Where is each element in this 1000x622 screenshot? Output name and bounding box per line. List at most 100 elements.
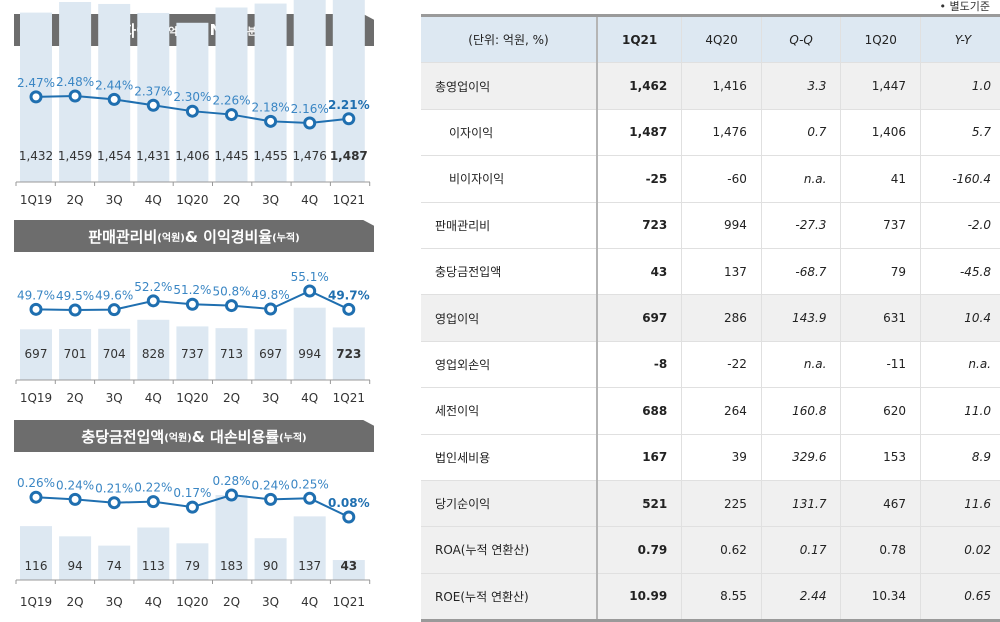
bar (20, 526, 52, 580)
bar-line-chart: 697 701 704 828 737 713 697 994 723 49.7% 1Q19 49.5… (15, 270, 371, 405)
table-cell: 994 (681, 202, 762, 249)
x-tick-label: 4Q (145, 595, 162, 609)
line-label: 2.47% (17, 76, 55, 90)
line-point (107, 92, 121, 106)
table-row: ROA(누적 연환산) 0.79 0.62 0.17 0.78 0.02 (421, 526, 1000, 574)
line-label: 0.28% (212, 474, 250, 488)
table-cell: -45.8 (920, 248, 1000, 296)
line-label: 49.7% (17, 288, 55, 302)
table-cell: n.a. (760, 341, 841, 389)
line-label: 2.16% (291, 102, 329, 116)
bar-label: 701 (64, 347, 87, 361)
x-tick-label: 4Q (145, 391, 162, 405)
line-point (264, 492, 278, 506)
table-cell: n.a. (920, 341, 1000, 389)
bar-label: 1,487 (330, 149, 368, 163)
x-tick-label: 4Q (301, 193, 318, 207)
row-label: 세전이익 (421, 387, 597, 435)
bar-label: 94 (67, 559, 82, 573)
table-cell: -22 (681, 341, 762, 389)
table-cell: 8.9 (920, 434, 1000, 481)
table-cell: -8 (596, 341, 682, 389)
table-cell: 11.6 (920, 480, 1000, 528)
line-label: 2.26% (212, 94, 250, 108)
row-label: 비이자이익 (421, 155, 597, 203)
table-cell: 0.17 (760, 526, 841, 574)
bar (293, 0, 326, 183)
table-cell: -2.0 (920, 202, 1000, 249)
line-label: 51.2% (173, 283, 211, 297)
table-row: 세전이익 688 264 160.8 620 11.0 (421, 387, 1000, 435)
line-label: 0.08% (328, 496, 370, 510)
table-cell: 467 (840, 480, 921, 528)
bar-label: 1,459 (58, 149, 92, 163)
table-cell: -11 (840, 341, 921, 389)
bar (254, 329, 287, 380)
table-cell: 131.7 (760, 480, 841, 528)
table-cell: 1,487 (596, 109, 682, 157)
bar-label: 74 (107, 559, 122, 573)
chart-title-part: (억원) (164, 432, 192, 444)
bar-label: 113 (142, 559, 165, 573)
bar (332, 560, 365, 580)
table-cell: 5.7 (920, 109, 1000, 157)
basis-note: • 별도기준 (939, 0, 990, 13)
chart-title-part: (억원) (157, 232, 185, 244)
x-tick-label: 3Q (262, 595, 279, 609)
bar-label: 79 (185, 559, 200, 573)
table-row: 당기순이익 521 225 131.7 467 11.6 (421, 480, 1000, 528)
chart-title: 충당금전입액 (억원) & 대손비용률 (누적) (14, 420, 374, 452)
bar (176, 543, 209, 580)
line-point (68, 492, 82, 506)
bar-label: 1,431 (136, 149, 170, 163)
bar-label: 704 (103, 347, 126, 361)
table-cell: 264 (681, 387, 762, 435)
table-cell: 0.7 (760, 109, 841, 157)
table-cell: 10.99 (596, 573, 682, 622)
bar (137, 527, 170, 580)
line-label: 0.21% (95, 482, 133, 496)
row-label: 영업이익 (421, 294, 597, 342)
table-row: 판매관리비 723 994 -27.3 737 -2.0 (421, 202, 1000, 249)
x-tick-label: 1Q21 (333, 193, 365, 207)
table-cell: 631 (840, 294, 921, 342)
table-cell: 167 (596, 434, 682, 481)
x-tick-label: 1Q21 (333, 391, 365, 405)
x-tick-label: 4Q (145, 193, 162, 207)
table-cell: -60 (681, 155, 762, 203)
row-label: 법인세비용 (421, 434, 597, 481)
line-point (185, 297, 199, 311)
column-header: 4Q20 (681, 15, 762, 64)
bar-line-chart: 1,432 1,459 1,454 1,431 1,406 1,445 1,455 1,476… (15, 0, 371, 207)
row-label: ROA(누적 연환산) (421, 526, 597, 574)
x-tick-label: 1Q19 (20, 391, 52, 405)
bar (20, 329, 52, 380)
x-tick-label: 1Q20 (176, 595, 208, 609)
x-tick-label: 3Q (262, 391, 279, 405)
line-label: 0.25% (291, 477, 329, 491)
table-cell: 1,406 (840, 109, 921, 157)
line-label: 52.2% (134, 280, 172, 294)
bar (59, 329, 92, 380)
line-label: 2.44% (95, 78, 133, 92)
x-tick-label: 2Q (223, 391, 240, 405)
table-cell: 225 (681, 480, 762, 528)
bar (98, 545, 131, 580)
line-point (342, 510, 356, 524)
table-row: 비이자이익 -25 -60 n.a. 41 -160.4 (421, 155, 1000, 203)
chart-title-part: (누적) (279, 432, 307, 444)
row-label: 총영업이익 (421, 62, 597, 110)
line-point (225, 488, 238, 502)
table-row: 충당금전입액 43 137 -68.7 79 -45.8 (421, 248, 1000, 296)
bar-label: 723 (336, 347, 361, 361)
table-row: 총영업이익 1,462 1,416 3.3 1,447 1.0 (421, 62, 1000, 110)
line-point (146, 495, 160, 509)
line-point (29, 90, 43, 104)
bar (176, 22, 209, 182)
bar-line-chart: 116 94 74 113 79 183 90 137 43 0.26% 1Q19 0.24% 2Q 0.… (15, 474, 371, 609)
bar-label: 1,445 (214, 149, 248, 163)
table-cell: 0.78 (840, 526, 921, 574)
bar (215, 328, 248, 380)
table-cell: 737 (840, 202, 921, 249)
bar (215, 7, 248, 182)
